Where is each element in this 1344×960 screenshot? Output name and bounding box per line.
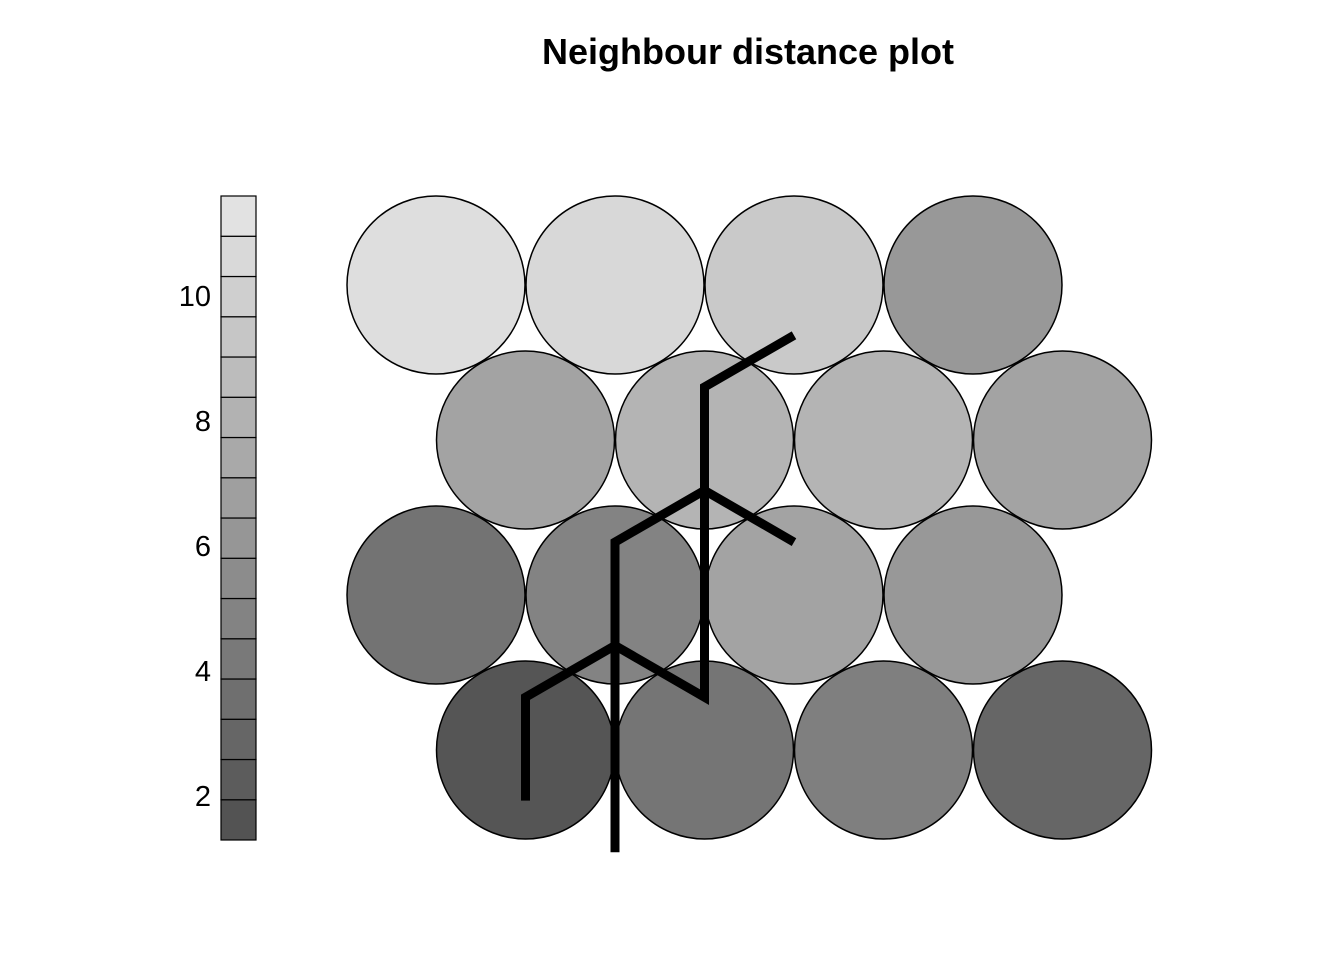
colorbar-segment [220, 638, 257, 680]
colorbar-ticks: 2 4 6 8 10 [179, 281, 211, 813]
som-cell [346, 505, 526, 685]
som-cell [972, 350, 1153, 530]
colorbar-segment [220, 356, 257, 398]
som-cells [346, 195, 1153, 840]
colorbar-tick-label: 2 [195, 781, 211, 813]
colorbar-tick-label: 6 [195, 531, 211, 563]
som-cell [704, 505, 884, 685]
colorbar-segment [220, 235, 257, 278]
chart-title: Neighbour distance plot [542, 31, 954, 72]
colorbar-tick-label: 10 [179, 281, 211, 313]
colorbar-segment [220, 195, 257, 237]
colorbar-tick-label: 4 [195, 656, 211, 688]
colorbar-segment [220, 436, 257, 479]
colorbar-segment [220, 718, 257, 761]
colorbar-segment [220, 597, 257, 640]
cluster-boundary [610, 482, 797, 853]
colorbar-segment [220, 799, 257, 841]
som-cell [972, 660, 1153, 840]
colorbar-segment [220, 758, 257, 801]
cluster-boundary [521, 331, 797, 801]
colorbar-segment [220, 517, 257, 559]
colorbar-segment [220, 396, 257, 439]
colorbar-segment [220, 557, 257, 600]
som-cell [883, 195, 1063, 375]
som-cell [793, 350, 974, 530]
colorbar-segment [220, 275, 257, 318]
som-cell [435, 350, 616, 530]
cluster-boundaries [521, 331, 797, 853]
som-cell [346, 195, 526, 375]
som-cell [704, 195, 884, 375]
colorbar [220, 195, 257, 841]
som-cell [883, 505, 1063, 685]
colorbar-segment [220, 316, 257, 358]
som-cell [793, 660, 974, 840]
colorbar-segment [220, 678, 257, 720]
colorbar-segment [220, 477, 257, 519]
colorbar-tick-label: 8 [195, 406, 211, 438]
som-cell [525, 195, 705, 375]
